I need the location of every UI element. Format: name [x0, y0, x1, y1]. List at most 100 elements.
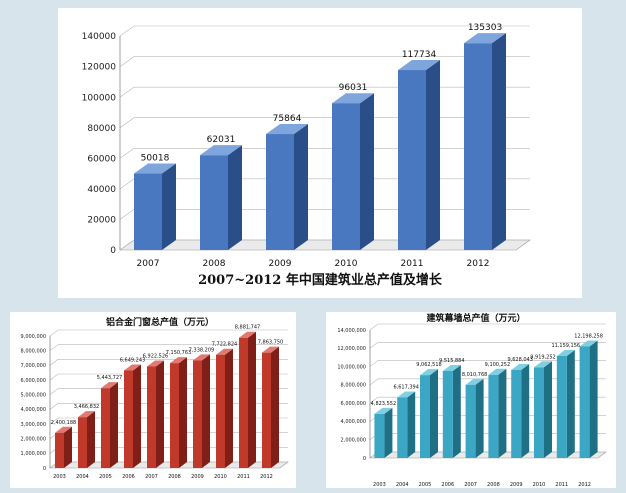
bar [78, 417, 87, 468]
gridline [49, 388, 288, 395]
bar-top [216, 348, 233, 355]
y-tick-label: 60000 [87, 154, 116, 164]
gridline [49, 417, 288, 425]
bar [442, 370, 453, 458]
bar [332, 103, 360, 251]
bar [374, 413, 385, 458]
data-label: 9,062,518 [416, 362, 441, 368]
y-tick-label: 6,000,000 [341, 401, 366, 407]
y-tick-label: 14,000,000 [337, 328, 366, 334]
x-tick-label: 2007 [137, 259, 160, 269]
data-label: 2,400,188 [51, 420, 76, 426]
y-tick-label: 0 [43, 466, 46, 472]
bar [216, 354, 225, 468]
y-tick-label: 120000 [82, 63, 117, 73]
bar-side [544, 361, 552, 458]
y-tick-label: 6,000,000 [21, 378, 46, 384]
bar-top [332, 93, 374, 104]
x-tick-label: 2006 [122, 474, 135, 480]
x-tick-label: 2004 [396, 482, 409, 488]
data-label: 7,150,763 [166, 350, 191, 356]
bar-side [475, 378, 484, 458]
y-tick-label: 0 [110, 246, 116, 256]
chart-title: 2007~2012 年中国建筑业总产值及增长 [198, 272, 443, 288]
x-tick-label: 2007 [145, 474, 158, 480]
data-label: 7,338,209 [189, 347, 214, 353]
aluminum-window-chart-panel: 0 1,000,000 2,000,000 3,000,000 4,000,000 5,0… [10, 312, 296, 488]
gridline [119, 25, 530, 37]
y-tick-label: 140000 [82, 32, 117, 42]
bar-top [124, 364, 141, 371]
bar [200, 155, 228, 250]
bar-side [271, 346, 279, 468]
x-tick-label: 2011 [555, 482, 568, 488]
bar [579, 346, 590, 458]
bar-side [64, 426, 72, 468]
data-label: 6,649,243 [120, 357, 145, 363]
x-tick-label: 2006 [441, 482, 454, 488]
data-label: 135303 [468, 23, 502, 33]
gridline [49, 359, 288, 366]
bar-top [101, 382, 118, 389]
y-tick-label: 1,000,000 [21, 451, 46, 457]
data-label: 9,515,884 [439, 358, 464, 364]
x-tick-label: 2008 [487, 482, 500, 488]
x-tick-label: 2009 [191, 474, 204, 480]
x-tick-label: 2010 [533, 482, 546, 488]
x-tick-label: 2012 [260, 474, 273, 480]
data-label: 12,198,258 [574, 333, 603, 339]
bar [488, 374, 499, 458]
bar-side [87, 411, 95, 468]
bar [556, 355, 567, 458]
gridline [119, 56, 530, 67]
bar-side [228, 145, 242, 250]
bar [55, 432, 64, 468]
x-tick-label: 2011 [401, 259, 424, 269]
bar [134, 173, 162, 250]
x-tick-label: 2003 [373, 482, 386, 488]
y-tick-label: 12,000,000 [337, 346, 366, 352]
construction-output-chart: 0 20000 40000 60000 80000 100000 120000 140000 5… [82, 23, 531, 288]
x-tick-label: 2007 [464, 482, 477, 488]
bar-top [420, 369, 438, 376]
bar-top [239, 331, 256, 338]
construction-output-chart-panel: 0 20000 40000 60000 80000 100000 120000 140000 5… [58, 8, 582, 298]
y-tick-label: 9,000,000 [21, 334, 46, 340]
bar [398, 70, 426, 250]
bar-top [488, 368, 507, 375]
x-tick-label: 2008 [168, 474, 181, 480]
bar-side [521, 363, 530, 458]
bar-side [294, 124, 308, 250]
gridline [49, 329, 288, 337]
bar-top [579, 340, 598, 347]
bar-side [202, 354, 210, 468]
data-label: 4,823,552 [371, 401, 396, 407]
bar-side [566, 349, 575, 458]
y-tick-label: 2,000,000 [21, 436, 46, 442]
y-tick-label: 2,000,000 [341, 437, 366, 443]
bar-side [110, 382, 118, 468]
bar [465, 384, 476, 458]
x-tick-label: 2009 [269, 259, 292, 269]
data-label: 8,881,747 [235, 325, 260, 331]
y-tick-label: 10,000,000 [337, 364, 366, 370]
x-tick-label: 2012 [578, 482, 591, 488]
chart-title: 铝合金门窗总产值（万元） [106, 316, 214, 328]
y-tick-label: 20000 [87, 216, 116, 226]
data-label: 7,863,750 [258, 340, 283, 346]
bar [170, 363, 179, 468]
y-tick-label: 100000 [82, 93, 117, 103]
y-tick-label: 4,000,000 [341, 419, 366, 425]
bar-side [498, 368, 507, 458]
bar [397, 397, 408, 458]
bar [193, 360, 202, 468]
curtain-wall-chart: 0 2,000,000 4,000,000 6,000,000 8,000,000 10,… [337, 312, 607, 488]
bar-top [398, 60, 440, 71]
data-label: 8,010,768 [462, 372, 487, 378]
bar [534, 367, 544, 458]
gridline [369, 360, 606, 367]
bar-side [407, 391, 416, 458]
bar-top [55, 426, 72, 433]
data-label: 6,922,526 [143, 353, 168, 359]
bar-top [511, 363, 530, 370]
